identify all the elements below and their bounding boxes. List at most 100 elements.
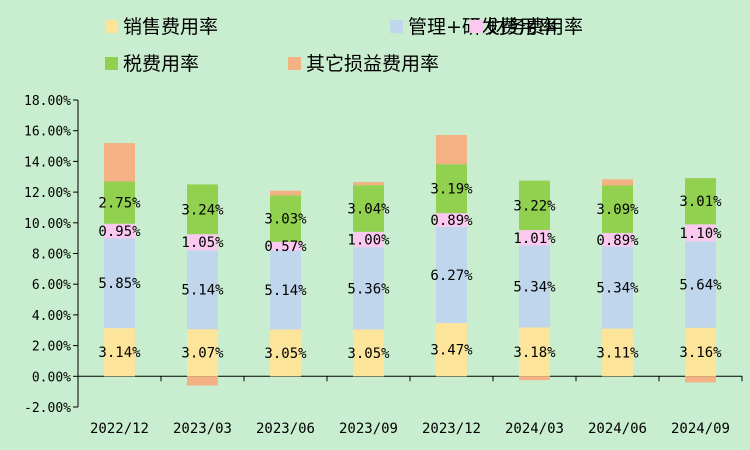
- data-label: 1.01%: [513, 231, 556, 247]
- bar-segment: [353, 185, 384, 232]
- bar-segment: [436, 213, 467, 227]
- y-tick-label: -2.00%: [24, 401, 71, 416]
- data-label: 0.89%: [430, 213, 473, 229]
- data-label: 0.89%: [596, 233, 639, 249]
- data-label: 3.05%: [264, 346, 307, 362]
- data-label: 3.16%: [679, 345, 722, 361]
- y-tick-label: 10.00%: [24, 217, 71, 232]
- data-label: 5.64%: [679, 278, 722, 294]
- legend: 销售费用率管理+研发费用率财务费用率税费用率其它损益费用率: [105, 16, 583, 75]
- y-tick-label: 0.00%: [32, 370, 71, 385]
- x-tick-label: 2024/03: [505, 421, 564, 437]
- legend-label: 财务费用率: [488, 16, 583, 38]
- data-label: 5.34%: [596, 281, 639, 297]
- data-label: 5.14%: [264, 283, 307, 299]
- bar-segment: [104, 181, 135, 224]
- data-label: 1.10%: [679, 226, 722, 242]
- y-tick-label: 14.00%: [24, 155, 71, 170]
- bar-segment: [187, 376, 218, 386]
- bar-segment: [519, 230, 550, 246]
- legend-item-3: 税费用率: [105, 53, 199, 75]
- bar-segment: [104, 143, 135, 182]
- x-tick-label: 2024/06: [588, 421, 647, 437]
- data-label: 5.14%: [181, 283, 224, 299]
- bar-segment: [436, 164, 467, 214]
- data-label: 3.19%: [430, 182, 473, 198]
- y-tick-label: 16.00%: [24, 125, 71, 140]
- data-label: 5.85%: [98, 276, 141, 292]
- bar-segment: [602, 232, 633, 247]
- bar-segment: [685, 327, 716, 377]
- data-label: 3.47%: [430, 343, 473, 359]
- bar-segment: [602, 246, 633, 329]
- data-label: 1.05%: [181, 235, 224, 251]
- x-tick-label: 2023/06: [256, 421, 315, 437]
- bars: [104, 134, 716, 386]
- data-label: 0.95%: [98, 224, 141, 240]
- bar-segment: [270, 250, 301, 330]
- bar-segment: [436, 226, 467, 324]
- data-label: 3.22%: [513, 198, 556, 214]
- data-label: 3.09%: [596, 202, 639, 218]
- bar-segment: [685, 241, 716, 328]
- data-label: 3.18%: [513, 345, 556, 361]
- data-label: 3.03%: [264, 212, 307, 228]
- bar-segment: [685, 178, 716, 225]
- legend-swatch: [105, 20, 118, 33]
- legend-item-0: 销售费用率: [105, 16, 218, 38]
- bar-segment: [187, 184, 218, 235]
- y-tick-label: 2.00%: [32, 340, 71, 355]
- bar-segment: [270, 195, 301, 242]
- x-tick-label: 2023/03: [173, 421, 232, 437]
- bar-segment: [187, 250, 218, 330]
- x-tick-label: 2023/09: [339, 421, 398, 437]
- data-label: 3.24%: [181, 202, 224, 218]
- data-label: 3.07%: [181, 346, 224, 362]
- y-tick-label: 4.00%: [32, 309, 71, 324]
- bar-segment: [353, 329, 384, 377]
- bar-segment: [353, 247, 384, 330]
- legend-item-4: 其它损益费用率: [288, 53, 439, 75]
- y-tick-label: 18.00%: [24, 94, 71, 109]
- bar-segment: [270, 190, 301, 196]
- bar-segment: [353, 231, 384, 248]
- data-label: 5.34%: [513, 280, 556, 296]
- bar-segment: [685, 376, 716, 383]
- bar-segment: [519, 245, 550, 328]
- data-label: 0.57%: [264, 239, 307, 255]
- data-label: 5.36%: [347, 281, 390, 297]
- bar-segment: [104, 223, 135, 239]
- legend-swatch: [105, 57, 118, 70]
- bar-segment: [602, 185, 633, 233]
- legend-label: 其它损益费用率: [306, 53, 439, 75]
- bar-segment: [187, 329, 218, 377]
- bar-segment: [353, 182, 384, 186]
- data-labels: 3.14% 5.85% 0.95% 2.75% 3.07% 5.14% 1.05% 3.24%…: [98, 182, 722, 362]
- y-tick-label: 8.00%: [32, 248, 71, 263]
- legend-item-2: 财务费用率: [470, 16, 583, 38]
- x-tick-label: 2024/09: [671, 421, 730, 437]
- bar-segment: [519, 327, 550, 377]
- legend-label: 销售费用率: [123, 16, 218, 38]
- bar-segment: [436, 323, 467, 377]
- bar-segment: [685, 224, 716, 242]
- x-tick-label: 2023/12: [422, 421, 481, 437]
- bar-segment: [519, 376, 550, 381]
- bar-segment: [519, 180, 550, 231]
- data-label: 3.14%: [98, 345, 141, 361]
- data-label: 1.00%: [347, 233, 390, 249]
- data-label: 2.75%: [98, 196, 141, 212]
- y-tick-label: 6.00%: [32, 278, 71, 293]
- bar-segment: [602, 179, 633, 186]
- bar-segment: [270, 329, 301, 377]
- data-label: 3.11%: [596, 345, 639, 361]
- legend-swatch: [470, 20, 483, 33]
- bar-segment: [270, 241, 301, 251]
- bar-segment: [104, 328, 135, 377]
- bar-segment: [436, 134, 467, 165]
- legend-swatch: [288, 57, 301, 70]
- x-tick-label: 2022/12: [90, 421, 149, 437]
- data-label: 3.04%: [347, 202, 390, 218]
